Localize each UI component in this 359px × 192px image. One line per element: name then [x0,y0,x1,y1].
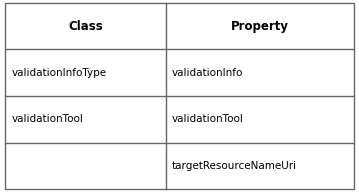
Text: validationTool: validationTool [12,114,84,124]
Text: validationInfo: validationInfo [172,68,243,78]
Text: validationInfoType: validationInfoType [12,68,107,78]
Text: targetResourceNameUri: targetResourceNameUri [172,161,297,171]
Text: validationTool: validationTool [172,114,244,124]
Text: Property: Property [230,20,289,33]
Text: Class: Class [68,20,103,33]
